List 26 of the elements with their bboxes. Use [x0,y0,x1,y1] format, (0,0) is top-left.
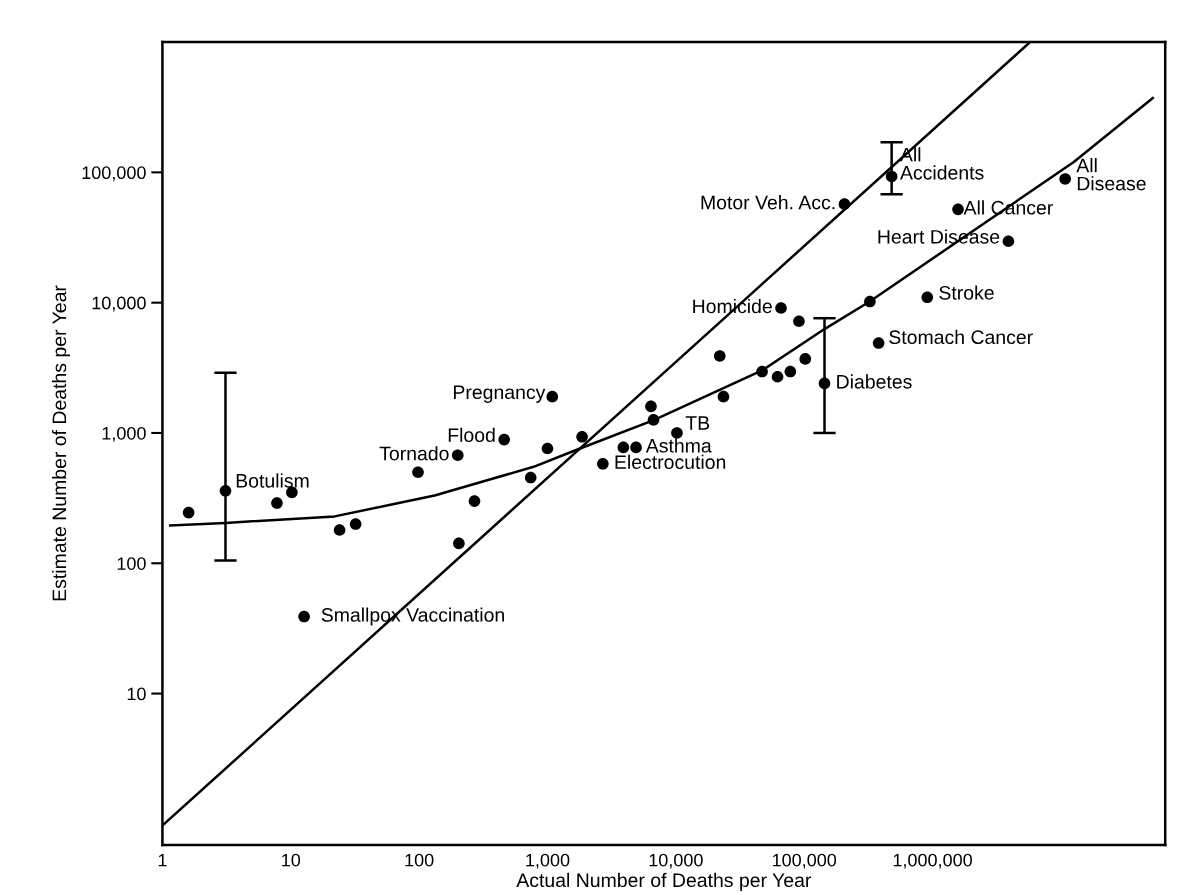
annotation: Stomach Cancer [889,329,1033,345]
x-tick-label: 100,000 [772,853,837,869]
annotation: TB [685,416,710,430]
x-axis-title: Actual Number of Deaths per Year [516,872,812,891]
y-tick-label: 100,000 [82,166,146,182]
annotation: Asthma [645,438,712,453]
annotation: Stroke [939,285,994,300]
annotation: Flood [448,427,495,443]
x-tick-label: 10,000 [649,853,703,869]
x-tick-label: 1 [158,853,167,867]
annotation: Botulism [236,473,309,488]
annotation: Electrocution [615,454,726,470]
y-tick-label: 1,000 [102,426,146,442]
y-tick-label: 10 [127,687,146,701]
annotation: Pregnancy [453,385,546,403]
annotation: Motor Veh. Acc. [701,195,835,210]
x-tick-label: 10 [282,853,301,867]
x-tick-label: 100 [405,853,434,867]
annotation: Tornado [379,446,449,461]
annotation: All Disease [1076,158,1146,191]
x-tick-label: 1,000 [526,853,570,869]
y-tick-label: 10,000 [92,296,146,312]
x-tick-label: 1,000,000 [893,853,972,869]
y-tick-label: 100 [117,557,146,570]
annotation: Diabetes [837,374,912,389]
y-axis-title: Estimate Number of Deaths per Year [51,285,71,601]
